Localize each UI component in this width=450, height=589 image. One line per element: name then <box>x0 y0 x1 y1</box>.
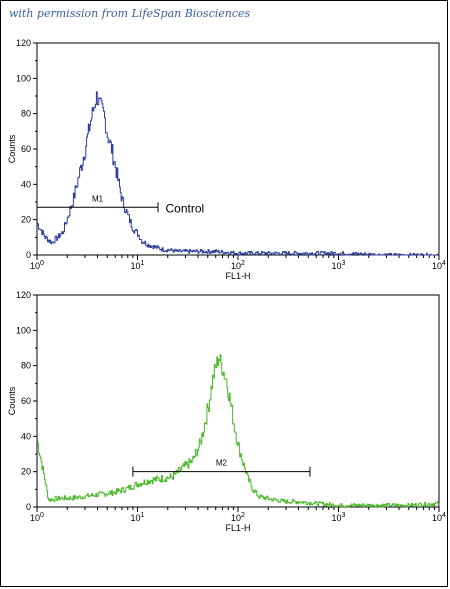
y-tick-label: 0 <box>26 250 31 260</box>
y-tick-label: 100 <box>16 73 31 83</box>
marker-label: M1 <box>92 194 104 203</box>
y-axis-label: Counts <box>7 134 17 163</box>
y-tick-label: 0 <box>26 502 31 512</box>
x-tick-label: 104 <box>432 260 446 271</box>
x-tick-label: 101 <box>131 260 145 271</box>
x-tick-label: 104 <box>432 512 446 523</box>
watermark-text: with permission from LifeSpan Bioscience… <box>9 7 251 20</box>
x-tick-label: 102 <box>231 260 245 271</box>
x-axis-label: FL1-H <box>225 523 250 533</box>
histogram-series-line <box>37 354 440 508</box>
y-tick-label: 120 <box>16 38 31 48</box>
x-tick-label: 103 <box>332 512 346 523</box>
y-tick-label: 60 <box>21 144 31 154</box>
y-tick-label: 100 <box>16 325 31 335</box>
marker-label: M2 <box>216 459 228 468</box>
y-axis-label: Counts <box>7 386 17 415</box>
x-tick-label: 100 <box>30 260 44 271</box>
plot-frame <box>36 42 440 256</box>
histogram-control: 0 20 40 60 80 100 120 100 101 102 103 104 FL1-H Count… <box>7 38 446 281</box>
y-tick-label: 40 <box>21 179 31 189</box>
y-tick-label: 20 <box>21 467 31 477</box>
plot-frame <box>36 294 440 508</box>
y-tick-label: 120 <box>16 290 31 300</box>
y-tick-label: 20 <box>21 215 31 225</box>
y-tick-label: 60 <box>21 396 31 406</box>
x-axis-label: FL1-H <box>225 271 250 281</box>
annotation-text: Control <box>166 201 205 215</box>
x-tick-label: 102 <box>231 512 245 523</box>
y-tick-label: 40 <box>21 431 31 441</box>
y-tick-label: 80 <box>21 361 31 371</box>
histogram-series-line <box>37 91 440 256</box>
histogram-sample: 0 20 40 60 80 100 120 100 101 102 103 104 FL1-H Count… <box>7 290 446 533</box>
x-tick-label: 100 <box>30 512 44 523</box>
x-tick-label: 103 <box>332 260 346 271</box>
x-tick-label: 101 <box>131 512 145 523</box>
y-tick-label: 80 <box>21 109 31 119</box>
